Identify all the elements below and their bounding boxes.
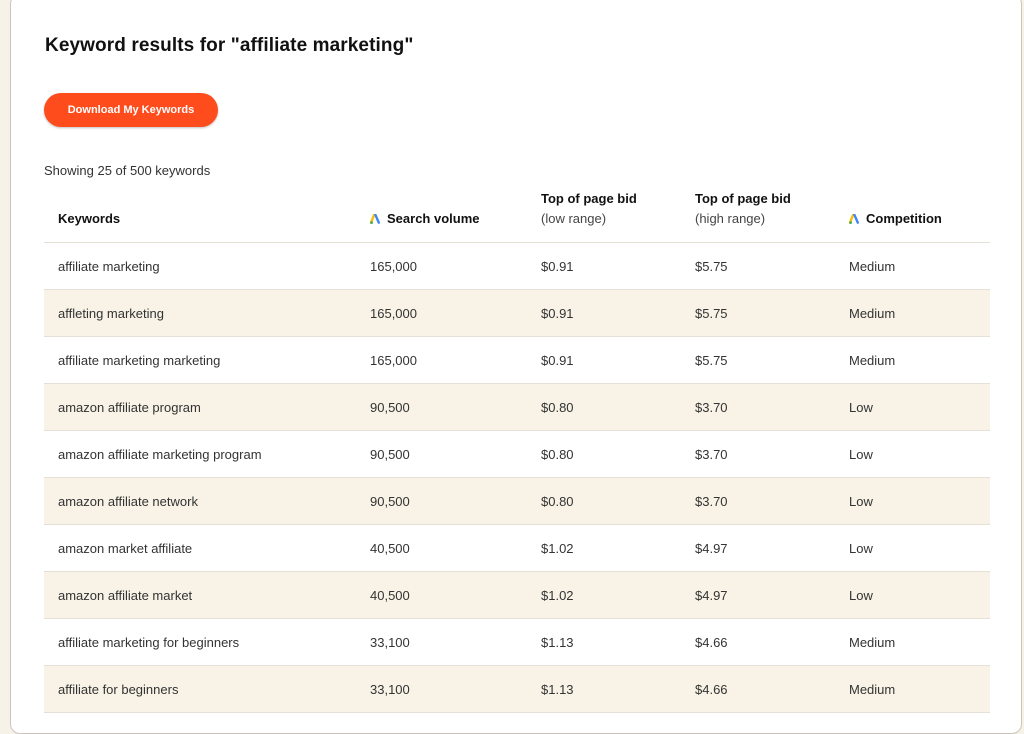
high-bid-cell: $4.66 [695,635,728,650]
column-header-keywords: Keywords [58,209,120,229]
table-row: affiliate marketing marketing 165,000 $0… [44,337,990,384]
competition-cell: Medium [849,259,896,274]
table-row: affiliate for beginners 33,100 $1.13 $4.… [44,666,990,713]
low-bid-cell: $1.02 [541,588,574,603]
column-header-high-bid-sub: (high range) [695,211,766,226]
results-count: Showing 25 of 500 keywords [44,163,211,178]
keyword-cell: affiliate marketing [58,259,160,274]
search-volume-cell: 90,500 [370,494,410,509]
results-card: Keyword results for "affiliate marketing… [10,0,1022,734]
keywords-table: Keywords Search volume Top of page bid (… [44,185,990,713]
page-title: Keyword results for "affiliate marketing… [45,35,414,56]
keyword-cell: amazon affiliate marketing program [58,447,262,462]
table-row: amazon affiliate market 40,500 $1.02 $4.… [44,572,990,619]
high-bid-cell: $3.70 [695,447,728,462]
keyword-cell: affiliate marketing for beginners [58,635,240,650]
keyword-cell: amazon affiliate program [58,400,201,415]
table-row: amazon market affiliate 40,500 $1.02 $4.… [44,525,990,572]
high-bid-cell: $4.66 [695,682,728,697]
search-volume-cell: 165,000 [370,259,417,274]
low-bid-cell: $1.13 [541,682,574,697]
high-bid-cell: $5.75 [695,306,728,321]
table-row: affiliate marketing 165,000 $0.91 $5.75 … [44,243,990,290]
table-row: affiliate marketing for beginners 33,100… [44,619,990,666]
column-header-low-bid-sub: (low range) [541,211,607,226]
column-header-competition: Competition [849,209,942,229]
competition-cell: Medium [849,682,896,697]
table-row: amazon affiliate program 90,500 $0.80 $3… [44,384,990,431]
competition-cell: Low [849,494,873,509]
google-ads-icon [370,214,380,224]
low-bid-cell: $0.80 [541,494,574,509]
column-header-low-bid: Top of page bid (low range) [541,189,637,229]
search-volume-cell: 90,500 [370,400,410,415]
search-volume-cell: 40,500 [370,588,410,603]
column-header-high-bid-title: Top of page bid [695,191,791,206]
keyword-cell: amazon affiliate market [58,588,193,603]
competition-cell: Medium [849,353,896,368]
competition-cell: Low [849,588,873,603]
search-volume-cell: 33,100 [370,635,410,650]
search-volume-cell: 40,500 [370,541,410,556]
column-header-high-bid: Top of page bid (high range) [695,189,791,229]
high-bid-cell: $4.97 [695,588,728,603]
low-bid-cell: $0.80 [541,400,574,415]
column-header-competition-label: Competition [866,211,942,226]
keyword-cell: affleting marketing [58,306,164,321]
low-bid-cell: $0.91 [541,259,574,274]
competition-cell: Medium [849,635,896,650]
low-bid-cell: $1.13 [541,635,574,650]
column-header-search-volume-label: Search volume [387,211,480,226]
high-bid-cell: $5.75 [695,259,728,274]
search-volume-cell: 165,000 [370,353,417,368]
table-header: Keywords Search volume Top of page bid (… [44,185,990,243]
column-header-low-bid-title: Top of page bid [541,191,637,206]
column-header-keywords-label: Keywords [58,211,121,226]
high-bid-cell: $4.97 [695,541,728,556]
high-bid-cell: $5.75 [695,353,728,368]
google-ads-icon [849,214,859,224]
keyword-cell: amazon market affiliate [58,541,193,556]
table-row: amazon affiliate marketing program 90,50… [44,431,990,478]
low-bid-cell: $0.91 [541,353,574,368]
low-bid-cell: $1.02 [541,541,574,556]
table-row: affleting marketing 165,000 $0.91 $5.75 … [44,290,990,337]
keyword-cell: affiliate marketing marketing [58,353,221,368]
search-volume-cell: 90,500 [370,447,410,462]
table-row: amazon affiliate network 90,500 $0.80 $3… [44,478,990,525]
high-bid-cell: $3.70 [695,400,728,415]
column-header-search-volume: Search volume [370,209,480,229]
competition-cell: Low [849,447,873,462]
competition-cell: Low [849,400,873,415]
search-volume-cell: 33,100 [370,682,410,697]
search-volume-cell: 165,000 [370,306,417,321]
low-bid-cell: $0.91 [541,306,574,321]
low-bid-cell: $0.80 [541,447,574,462]
keyword-cell: amazon affiliate network [58,494,198,509]
high-bid-cell: $3.70 [695,494,728,509]
competition-cell: Low [849,541,873,556]
keyword-cell: affiliate for beginners [58,682,179,697]
download-keywords-button[interactable]: Download My Keywords [44,93,218,127]
competition-cell: Medium [849,306,896,321]
